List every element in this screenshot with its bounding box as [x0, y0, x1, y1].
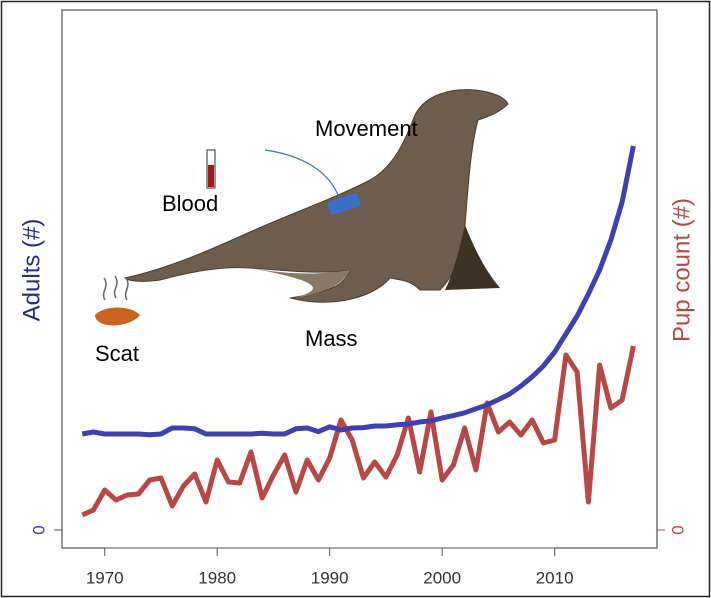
y2-tick-label: 0: [668, 525, 687, 534]
x-tick-label: 2010: [536, 568, 574, 587]
annotation: Blood: [162, 191, 218, 216]
frame: [2, 2, 710, 597]
annotation: Mass: [305, 326, 358, 351]
y-axis-label: Adults (#): [18, 219, 45, 322]
chart: Movement Blood Scat Mass Adults (#) Pup …: [0, 0, 711, 598]
x-tick-label: 1970: [86, 568, 124, 587]
x-tick-label: 1990: [311, 568, 349, 587]
annotation: Scat: [95, 341, 139, 366]
annotation: Movement: [315, 116, 418, 141]
x-tick-label: 1980: [198, 568, 236, 587]
x-tick-label: 2000: [423, 568, 461, 587]
y-tick-label: 0: [29, 525, 48, 534]
seal-illustration: [95, 90, 508, 326]
y2-axis-label: Pup count (#): [668, 198, 695, 342]
